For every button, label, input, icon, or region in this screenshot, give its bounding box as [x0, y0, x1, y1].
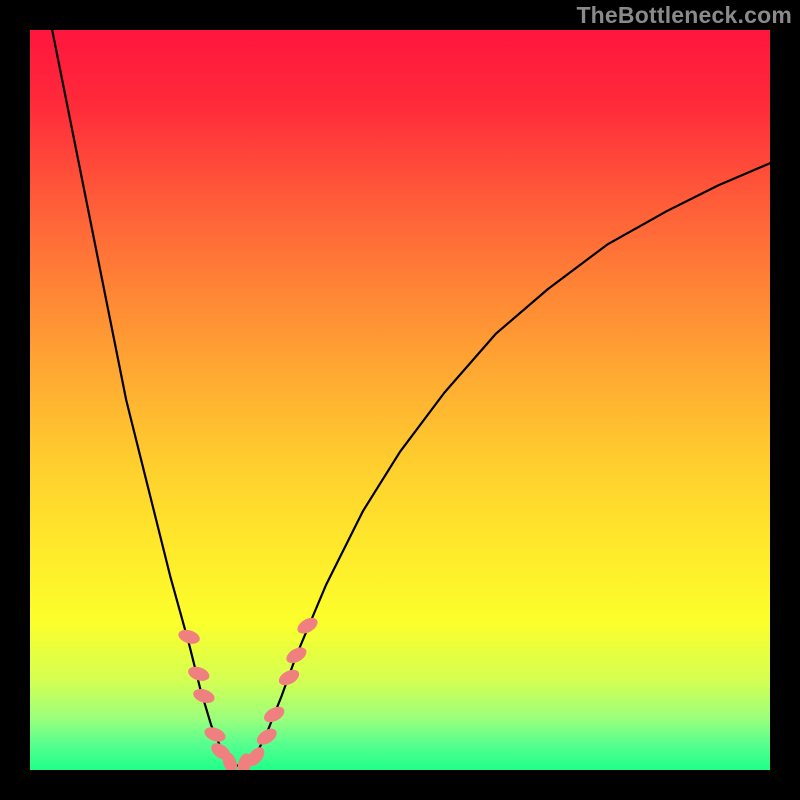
- watermark-text: TheBottleneck.com: [576, 2, 792, 29]
- chart-svg: [30, 30, 770, 770]
- chart-plot-area: [30, 30, 770, 770]
- chart-background: [30, 30, 770, 770]
- chart-frame: TheBottleneck.com: [0, 0, 800, 800]
